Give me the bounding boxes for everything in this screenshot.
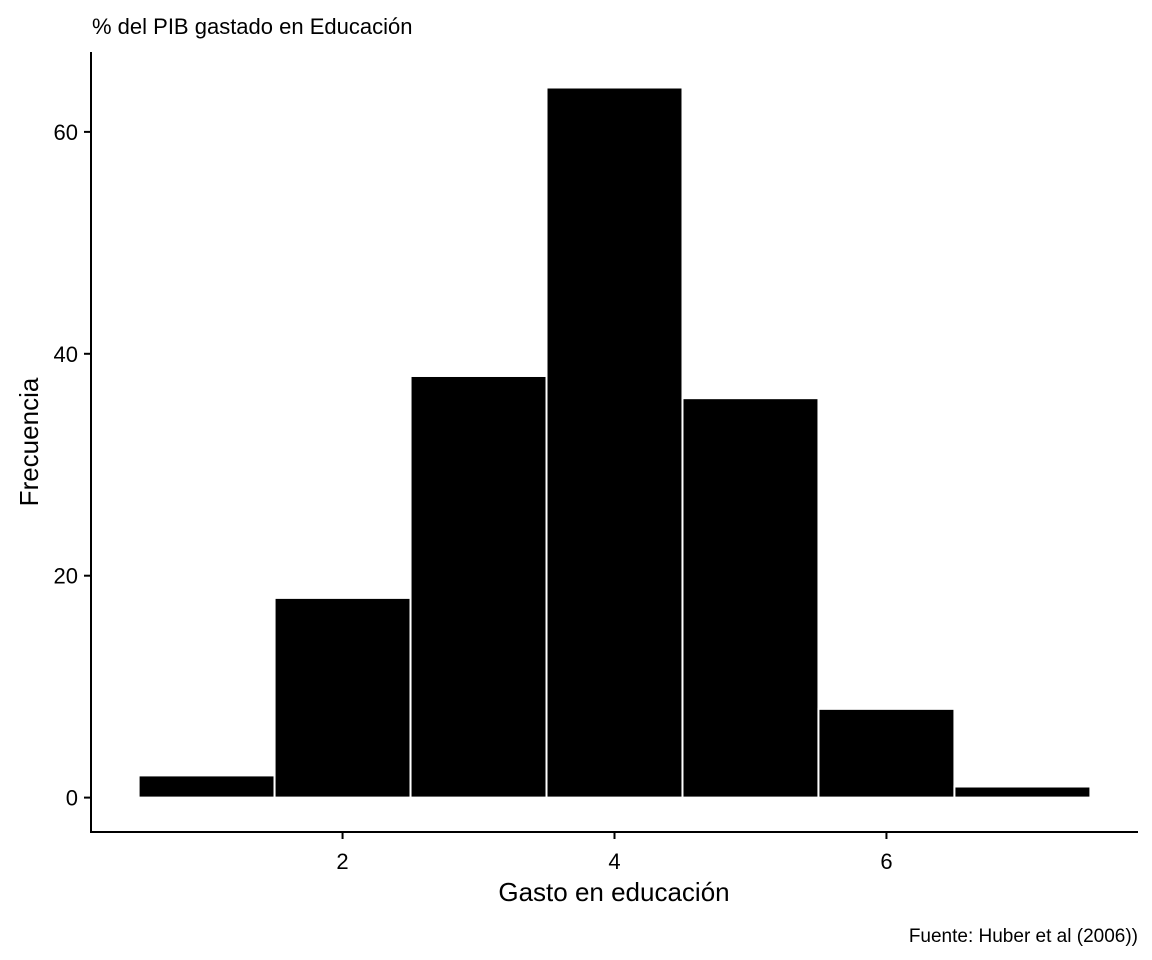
source-caption: Fuente: Huber et al (2006)) [909,926,1138,947]
bars-group [137,86,1092,799]
chart-title: % del PIB gastado en Educación [92,14,412,39]
histogram-bar-4 [545,86,684,799]
x-axis-title: Gasto en educación [498,877,729,907]
x-tick-label-1: 4 [608,849,620,874]
y-axis-title: Frecuencia [14,377,44,506]
x-ticks-group: 2 4 6 [336,832,893,874]
x-tick-label-0: 2 [336,849,348,874]
histogram-bar-3 [409,374,548,799]
histogram-bar-2 [273,596,412,799]
y-ticks-group: 0 20 40 60 [54,120,91,811]
y-tick-label-1: 20 [54,564,78,589]
histogram-bar-6 [817,707,956,799]
x-tick-label-2: 6 [880,849,892,874]
histogram-bar-5 [681,397,820,799]
histogram-bar-7 [953,785,1092,799]
histogram-bar-1 [137,774,276,799]
y-tick-label-3: 60 [54,120,78,145]
y-tick-label-0: 0 [66,786,78,811]
y-tick-label-2: 40 [54,342,78,367]
